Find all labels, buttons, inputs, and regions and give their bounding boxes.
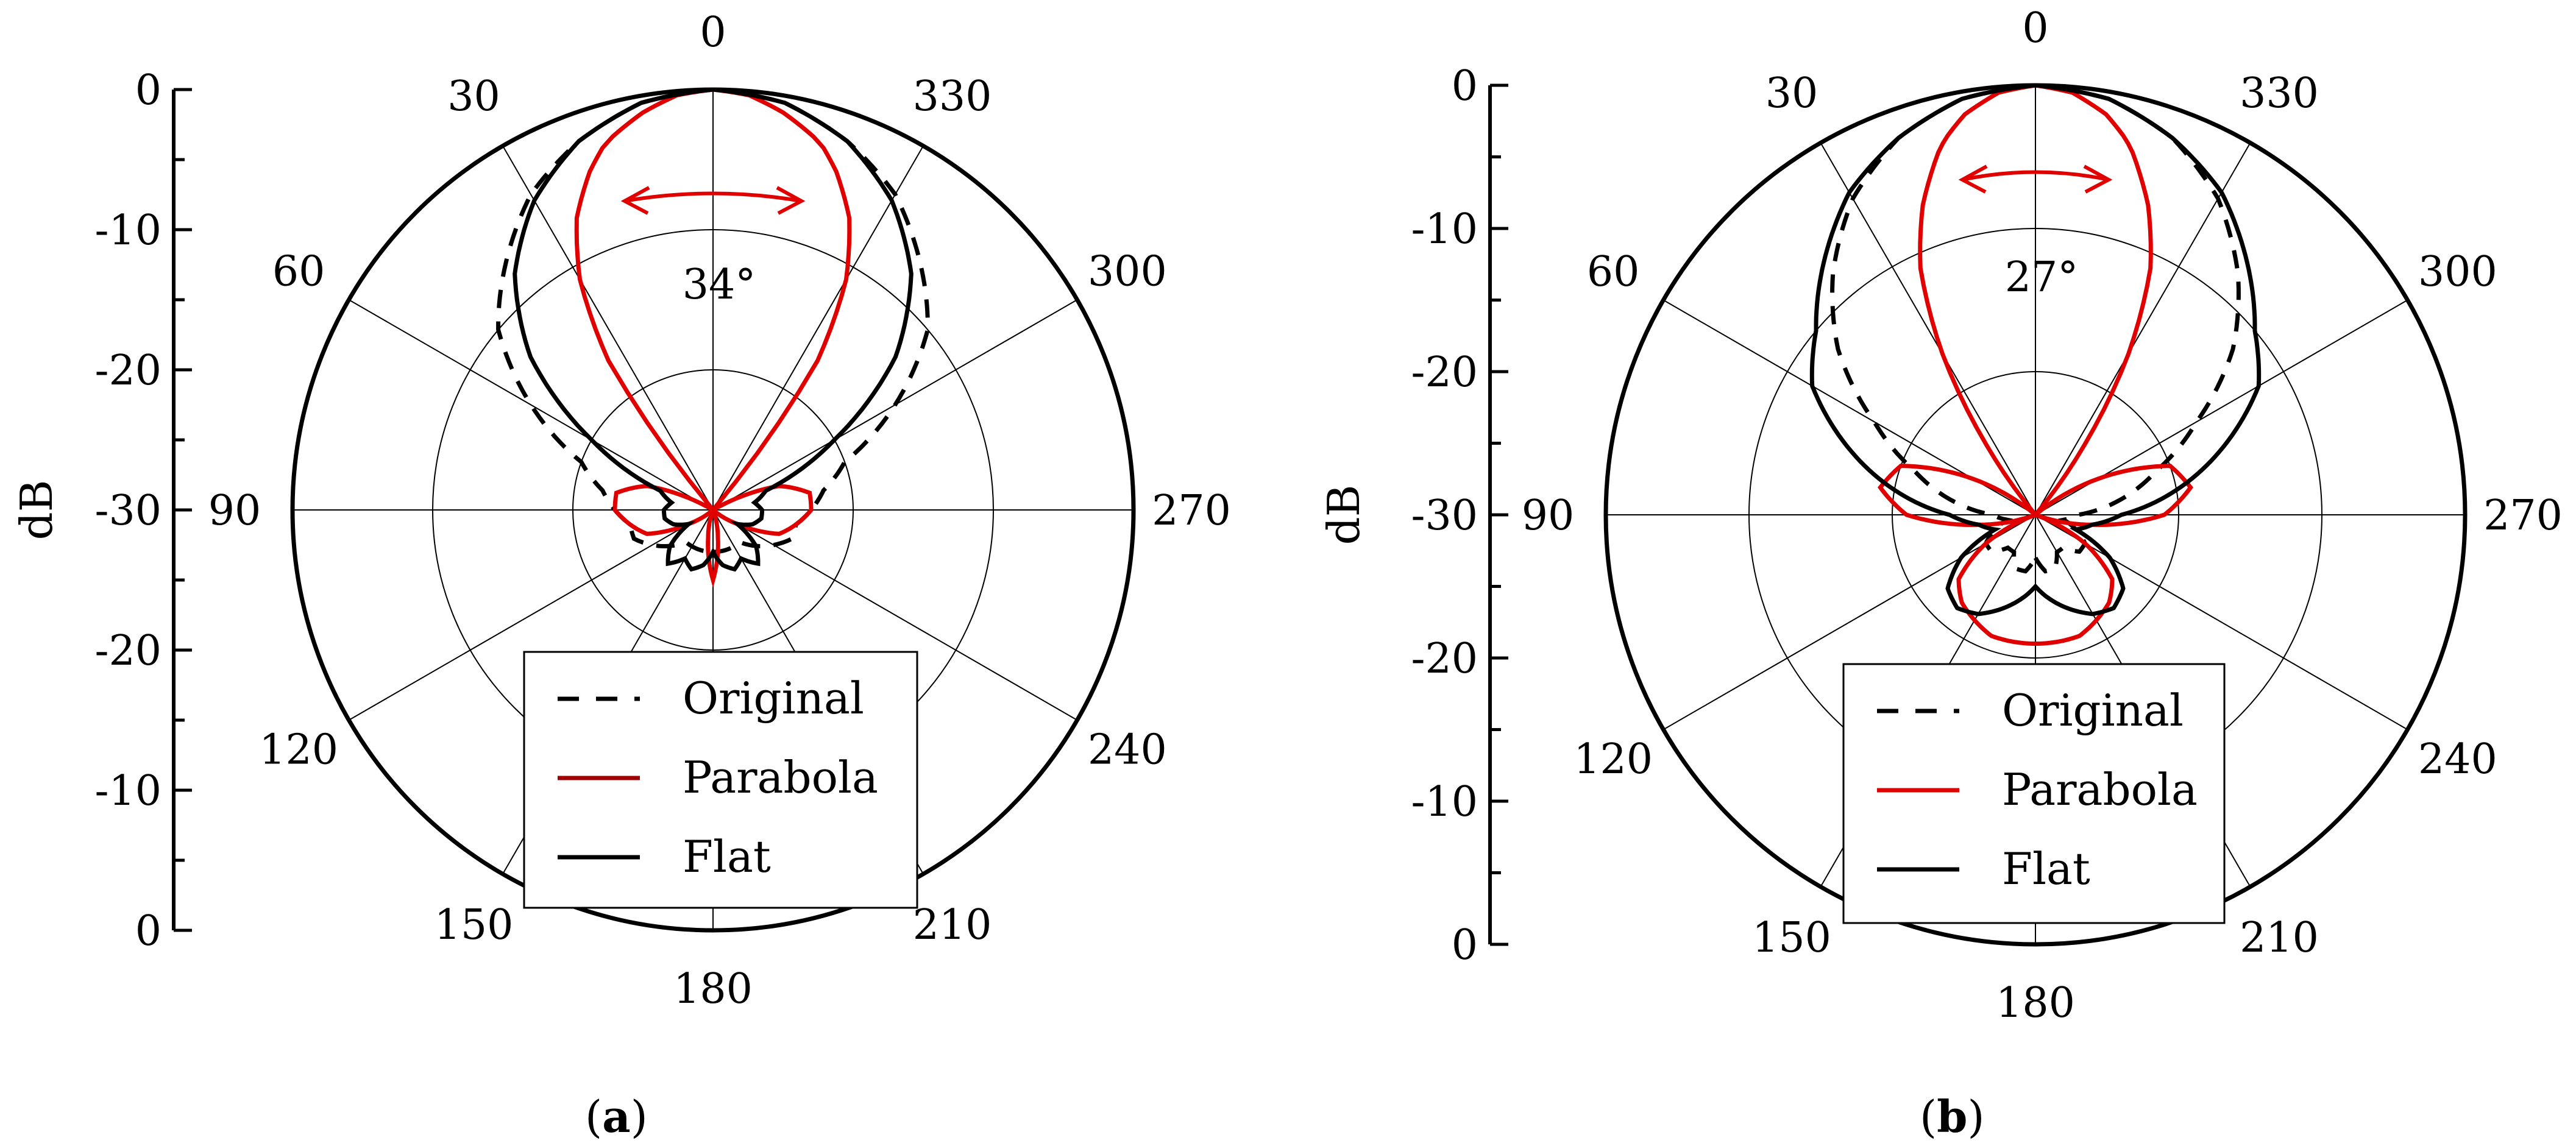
polar-chart-b: 0 30 60 90 120 150 180 210 240 270 300 330 0 -10 -20 -3… [1318, 4, 2563, 1027]
caption-b: (b) [1920, 1091, 1985, 1142]
angle-tick-label: 30 [447, 73, 500, 121]
beamwidth-arrowhead-left [1958, 164, 1988, 194]
angle-tick-label: 270 [1152, 487, 1231, 535]
angle-tick-label: 150 [435, 901, 514, 949]
caption-close: ) [1967, 1091, 1985, 1142]
angle-tick-label: 120 [1574, 735, 1653, 783]
db-scale-tick-label: -10 [94, 207, 161, 255]
polar-chart-a: 0 30 60 90 120 150 180 210 240 270 300 330 0 -10 -20 -3… [11, 9, 1231, 1013]
angle-tick-label: 90 [1522, 492, 1575, 540]
beamwidth-arrowhead-left [620, 186, 650, 215]
angle-tick-label: 270 [2483, 492, 2563, 540]
grid-spoke [1820, 142, 2036, 515]
caption-letter: b [1937, 1091, 1968, 1142]
angle-tick-label: 0 [700, 9, 726, 57]
series-original-curve [496, 87, 930, 554]
angle-tick-label: 60 [1587, 248, 1640, 296]
grid-spoke [348, 299, 714, 511]
caption-open: ( [1920, 1091, 1937, 1142]
beamwidth-label: 34° [683, 261, 756, 309]
series-flat-curve [513, 87, 914, 572]
beamwidth-arrowhead-right [2083, 164, 2113, 194]
legend-label: Flat [2002, 843, 2090, 894]
legend: Original Parabola Flat [1842, 663, 2226, 924]
legend-label: Original [683, 673, 864, 724]
angle-tick-label: 120 [259, 726, 338, 774]
grid-spoke [348, 509, 714, 721]
db-scale-tick-label: -20 [1411, 348, 1478, 397]
angle-tick-label: 210 [913, 901, 992, 949]
grid-spoke [712, 145, 924, 511]
angle-tick-label: 330 [913, 73, 992, 121]
legend-label: Flat [683, 831, 771, 882]
caption-letter: a [602, 1091, 631, 1142]
legend-label: Parabola [2002, 764, 2198, 815]
beamwidth-arrowhead-right [776, 186, 806, 215]
beamwidth-label: 27° [2005, 253, 2079, 302]
db-scale-tick-label: 0 [1452, 921, 1478, 969]
angle-tick-label: 150 [1752, 914, 1831, 962]
angle-tick-label: 300 [1088, 248, 1167, 296]
legend-label: Original [2002, 685, 2184, 736]
db-scale-tick-label: -10 [1411, 205, 1478, 253]
legend-label: Parabola [683, 752, 878, 803]
db-scale-tick-label: -10 [94, 767, 161, 815]
angle-tick-label: 210 [2240, 914, 2319, 962]
db-scale-tick-label: 0 [135, 907, 161, 955]
grid-spoke [1662, 514, 2036, 730]
grid-spoke [2035, 514, 2408, 730]
db-scale-tick-label: -30 [94, 487, 161, 535]
angle-tick-label: 240 [1088, 726, 1167, 774]
db-scale-label: dB [1318, 485, 1369, 545]
db-scale-tick-label: -10 [1411, 778, 1478, 826]
legend-box [1842, 663, 2226, 924]
angle-tick-label: 180 [1996, 979, 2075, 1027]
angle-tick-label: 330 [2240, 69, 2319, 118]
grid-spoke [2035, 142, 2251, 515]
angle-tick-label: 90 [208, 487, 261, 535]
angle-tick-label: 300 [2418, 248, 2497, 296]
caption-open: ( [585, 1091, 603, 1142]
angle-tick-label: 0 [2022, 4, 2048, 52]
beamwidth-arrow [624, 191, 802, 203]
caption-a: (a) [585, 1091, 648, 1142]
series-flat-curve [1809, 83, 2262, 617]
db-scale-tick-label: -20 [94, 627, 161, 675]
db-scale-tick-label: 0 [135, 66, 161, 115]
angle-tick-label: 240 [2418, 735, 2497, 783]
beamwidth-arrow [1962, 170, 2109, 182]
grid-spoke [502, 145, 714, 511]
db-scale-tick-label: -30 [1411, 492, 1478, 540]
db-scale-label: dB [11, 480, 62, 540]
angle-tick-label: 180 [673, 965, 753, 1013]
db-scale-tick-label: -20 [1411, 635, 1478, 683]
angle-tick-label: 60 [272, 248, 325, 296]
caption-close: ) [630, 1091, 648, 1142]
db-scale-tick-label: 0 [1452, 62, 1478, 110]
legend: Original Parabola Flat [523, 651, 918, 909]
db-scale-tick-label: -20 [94, 347, 161, 395]
angle-tick-label: 30 [1765, 69, 1818, 118]
